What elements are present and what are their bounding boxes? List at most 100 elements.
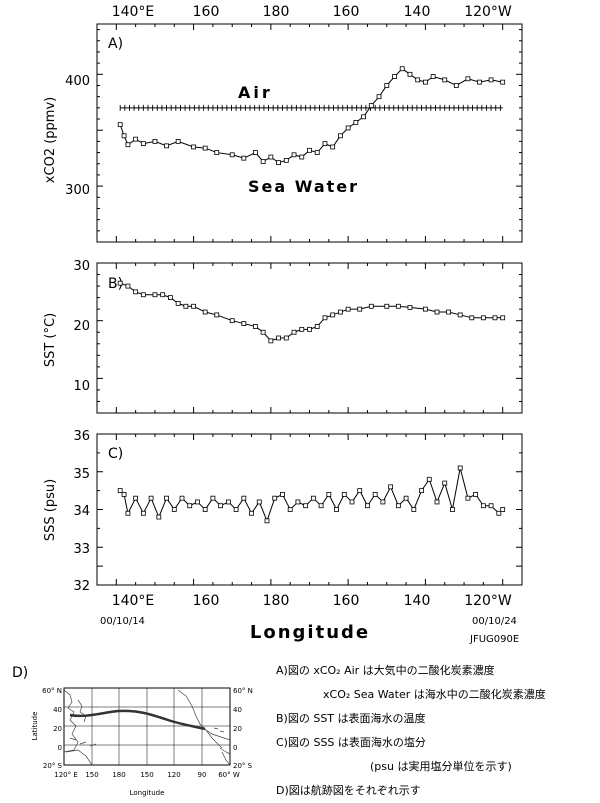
data-point bbox=[140, 141, 146, 147]
map-lat-label: 40 bbox=[233, 706, 242, 714]
data-point bbox=[268, 154, 274, 160]
bottom-axis-labels: 140°E 160 180 160 140 120°W bbox=[112, 593, 512, 609]
data-point bbox=[260, 159, 266, 164]
data-point bbox=[140, 510, 146, 516]
data-point bbox=[276, 335, 281, 341]
map-lat-labels-right: 60° N 40 20 0 20° S bbox=[233, 687, 253, 770]
figure-code: JFUG090E bbox=[469, 634, 519, 645]
data-point bbox=[477, 79, 482, 85]
air-label: Air bbox=[238, 83, 273, 102]
data-point bbox=[403, 495, 409, 501]
top-lon-label: 140 bbox=[404, 4, 431, 20]
data-point bbox=[345, 306, 351, 312]
map-coastlines bbox=[63, 689, 231, 766]
data-point bbox=[148, 495, 154, 501]
data-point bbox=[307, 147, 312, 153]
data-point bbox=[415, 77, 421, 83]
map-lon-label: 150 bbox=[140, 771, 153, 779]
data-point bbox=[469, 315, 475, 321]
top-lon-label: 120°W bbox=[464, 4, 512, 20]
top-axis-labels: 140°E 160 180 160 140 120°W bbox=[112, 4, 512, 20]
bottom-lon-label: 140°E bbox=[112, 593, 155, 609]
data-point bbox=[334, 507, 339, 512]
australia-coast bbox=[65, 749, 93, 766]
sea-water-label: Sea Water bbox=[248, 177, 359, 196]
data-point bbox=[253, 150, 258, 155]
data-point bbox=[395, 303, 401, 309]
data-point bbox=[488, 503, 494, 509]
data-point bbox=[457, 465, 463, 471]
top-lon-label: 160 bbox=[333, 4, 360, 20]
map-lon-label: 180 bbox=[112, 771, 125, 779]
top-lon-label: 160 bbox=[193, 4, 220, 20]
data-point bbox=[361, 114, 366, 120]
data-point bbox=[349, 499, 355, 505]
map-lat-label: 20° S bbox=[43, 762, 63, 770]
data-point bbox=[488, 77, 494, 83]
bottom-lon-label: 180 bbox=[263, 593, 290, 609]
data-point bbox=[395, 503, 401, 509]
series-line bbox=[119, 467, 504, 523]
x-axis-label: Longitude bbox=[250, 622, 370, 643]
legend-line: B)図の SST は表面海水の温度 bbox=[276, 712, 426, 725]
panel-b-label: B) bbox=[108, 276, 123, 292]
data-point bbox=[152, 292, 158, 298]
data-point bbox=[473, 491, 479, 497]
data-point bbox=[380, 499, 386, 505]
data-point bbox=[430, 74, 436, 79]
data-point bbox=[117, 122, 123, 128]
data-point bbox=[419, 488, 424, 494]
data-point bbox=[384, 303, 390, 309]
data-point bbox=[500, 315, 506, 321]
data-point bbox=[140, 292, 146, 298]
panel-b-ytick: 10 bbox=[73, 379, 90, 394]
indonesia-islands bbox=[69, 737, 97, 747]
data-point bbox=[241, 495, 247, 501]
legend-line: D)図は航跡図をそれぞれ示す bbox=[276, 784, 421, 797]
data-point bbox=[191, 303, 196, 309]
south-america-coast bbox=[219, 747, 231, 766]
data-point bbox=[202, 145, 208, 151]
data-point bbox=[480, 315, 486, 321]
bottom-lon-label: 120°W bbox=[464, 593, 512, 609]
bottom-lon-label: 140 bbox=[404, 593, 431, 609]
map-lon-labels: 120° E 150 180 150 120 90 60° W bbox=[54, 771, 240, 779]
data-point bbox=[322, 315, 328, 321]
data-point bbox=[125, 142, 131, 148]
map-lon-label: 60° W bbox=[218, 771, 240, 779]
data-point bbox=[264, 518, 270, 524]
data-point bbox=[117, 488, 123, 494]
data-point bbox=[500, 507, 506, 512]
data-point bbox=[442, 480, 448, 486]
data-point bbox=[210, 495, 216, 501]
data-point bbox=[392, 74, 397, 79]
data-point bbox=[357, 488, 363, 494]
data-point bbox=[202, 507, 208, 512]
panel-b-frame bbox=[96, 262, 523, 414]
data-point bbox=[229, 152, 235, 158]
data-point bbox=[214, 150, 220, 155]
panel-c-ytick: 35 bbox=[73, 467, 90, 482]
data-point bbox=[480, 503, 486, 509]
legend-line: A)図の xCO₂ Air は大気中の二酸化炭素濃度 bbox=[276, 664, 495, 677]
data-point bbox=[310, 495, 316, 501]
data-point bbox=[372, 491, 378, 497]
data-point bbox=[191, 144, 196, 150]
data-point bbox=[253, 324, 258, 329]
data-point bbox=[384, 83, 390, 88]
data-point bbox=[434, 309, 440, 315]
data-point bbox=[156, 514, 162, 520]
data-point bbox=[353, 119, 359, 125]
data-point bbox=[179, 495, 185, 501]
data-point bbox=[241, 321, 247, 326]
panel-c-plot bbox=[97, 433, 522, 586]
data-point bbox=[500, 79, 506, 85]
map-lat-label: 20 bbox=[53, 725, 62, 733]
data-point bbox=[133, 289, 139, 295]
data-point bbox=[338, 133, 343, 139]
central-america-coast bbox=[205, 729, 223, 749]
data-point bbox=[183, 303, 189, 309]
data-point bbox=[152, 138, 158, 144]
map-lat-label: 20° S bbox=[233, 762, 253, 770]
data-point bbox=[322, 141, 328, 147]
